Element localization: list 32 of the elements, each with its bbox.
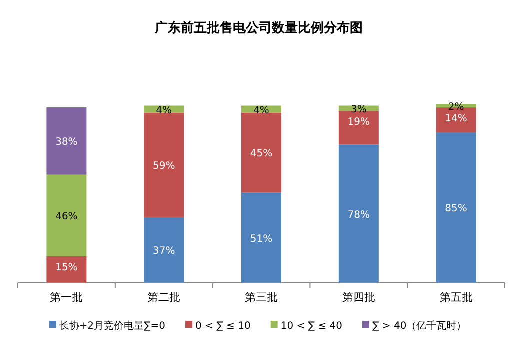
x-tick-label: 第三批 bbox=[245, 291, 278, 304]
bar bbox=[242, 112, 282, 193]
data-label: 85% bbox=[445, 204, 468, 215]
legend-label: ∑ > 40（亿千瓦时） bbox=[372, 320, 467, 332]
x-tick-label: 第四批 bbox=[342, 291, 376, 304]
data-label: 37% bbox=[152, 246, 176, 258]
data-label: 51% bbox=[250, 234, 273, 245]
data-label: 38% bbox=[56, 137, 78, 148]
data-label: 15% bbox=[56, 262, 78, 274]
x-tick-label: 第五批 bbox=[440, 291, 473, 304]
data-label: 46% bbox=[56, 212, 78, 223]
legend-label: 10 < ∑ ≤ 40 bbox=[280, 321, 343, 332]
bar bbox=[242, 192, 282, 283]
bar bbox=[144, 112, 184, 218]
x-tick-label: 第二批 bbox=[148, 291, 181, 304]
data-label: 78% bbox=[348, 210, 370, 221]
bar bbox=[46, 174, 87, 256]
chart-title: 广东前五批售电公司数量比例分布图 bbox=[154, 20, 363, 36]
data-label: 14% bbox=[445, 114, 468, 125]
x-tick-label: 第一批 bbox=[50, 291, 84, 304]
data-label: 59% bbox=[152, 161, 176, 172]
legend-label: 0 < ∑ ≤ 10 bbox=[196, 321, 251, 332]
bar bbox=[338, 111, 379, 145]
bar bbox=[46, 108, 87, 175]
bar bbox=[436, 132, 476, 283]
bar bbox=[338, 144, 379, 283]
bar bbox=[144, 217, 184, 283]
legend-label: 长协+2月竞价电量∑=0 bbox=[59, 320, 166, 332]
data-label: 2% bbox=[448, 102, 464, 113]
data-label: 45% bbox=[250, 148, 273, 160]
bar bbox=[46, 256, 87, 283]
data-label: 19% bbox=[348, 117, 370, 128]
